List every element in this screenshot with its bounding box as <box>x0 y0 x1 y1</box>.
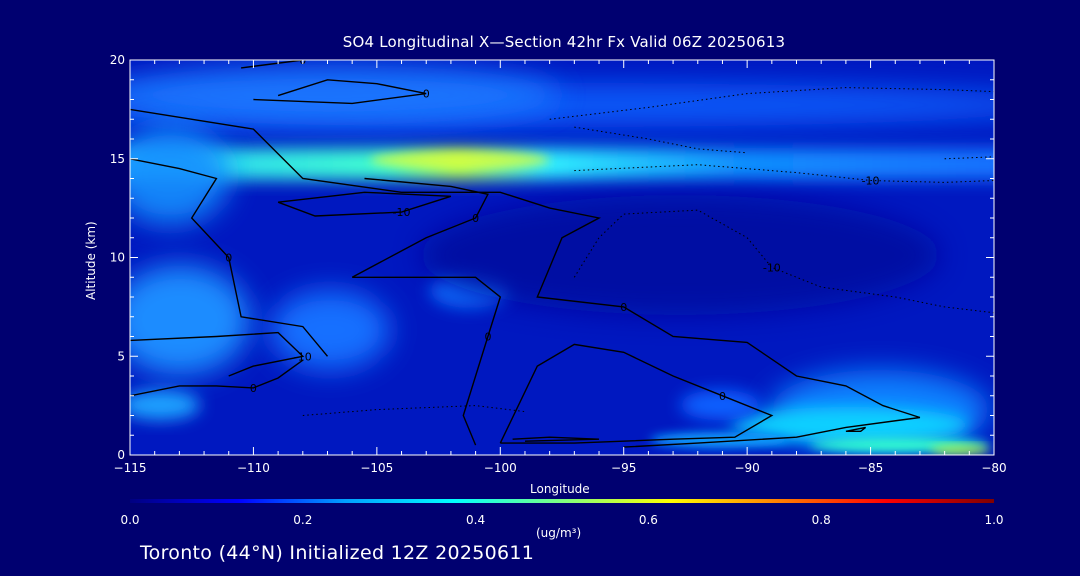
x-tick-label: −105 <box>360 461 393 475</box>
x-tick-label: −90 <box>734 461 759 475</box>
contour-6 <box>352 276 502 446</box>
y-tick-label: 10 <box>110 251 125 265</box>
contour-label: 0 <box>719 390 726 403</box>
contour-16 <box>573 209 994 314</box>
contour-label: 0 <box>423 88 430 101</box>
contour-label: 0 <box>472 212 479 225</box>
x-tick-label: −95 <box>611 461 636 475</box>
x-tick-label: −85 <box>858 461 883 475</box>
x-tick-label: −100 <box>484 461 517 475</box>
contour-label: 0 <box>225 252 232 265</box>
y-tick-label: 15 <box>110 152 125 166</box>
contour-0 <box>130 108 921 448</box>
contour-label: -10 <box>294 350 312 363</box>
contour-8 <box>512 436 600 442</box>
contour-label: -10 <box>862 174 880 187</box>
contour-12 <box>574 164 994 183</box>
contour-label: -10 <box>393 206 411 219</box>
contour-9 <box>130 331 305 377</box>
x-tick-label: −115 <box>114 461 147 475</box>
contour-4 <box>241 60 303 69</box>
colorbar-tick-label: 0.0 <box>120 513 139 527</box>
colorbar: 0.0 0.2 0.4 0.6 0.8 1.0 <box>120 499 1004 527</box>
colorbar-gradient <box>130 499 994 503</box>
y-tick-label: 5 <box>117 349 125 363</box>
chart-title: SO4 Longitudinal X—Section 42hr Fx Valid… <box>342 33 786 51</box>
contour-label: 0 <box>620 301 627 314</box>
contour-13 <box>549 87 994 120</box>
x-axis: −115 −110 −105 −100 −95 −90 −85 −80 <box>114 60 1007 475</box>
concentration-field <box>130 60 994 455</box>
contour-15 <box>944 156 994 160</box>
contour-1 <box>130 158 329 357</box>
y-tick-label: 0 <box>117 448 125 462</box>
contour-label: -10 <box>763 261 781 274</box>
x-tick-label: −80 <box>981 461 1006 475</box>
colorbar-tick-label: 0.2 <box>293 513 312 527</box>
contour-label: 0 <box>250 382 257 395</box>
contour-2 <box>351 177 489 278</box>
y-axis: 0 5 10 15 20 <box>110 53 994 462</box>
x-axis-label: Longitude <box>530 482 590 496</box>
contour-7 <box>499 343 774 444</box>
colorbar-tick-label: 0.4 <box>466 513 485 527</box>
contour-10 <box>130 359 304 397</box>
y-tick-label: 20 <box>110 53 125 67</box>
y-axis-label: Altitude (km) <box>84 221 98 300</box>
contour-14 <box>574 126 748 154</box>
contour-3 <box>253 79 427 105</box>
colorbar-units: (ug/m³) <box>536 526 582 540</box>
colorbar-tick-label: 0.6 <box>639 513 658 527</box>
contour-11 <box>845 426 867 432</box>
footer-caption: Toronto (44°N) Initialized 12Z 20250611 <box>140 542 535 564</box>
colorbar-tick-label: 0.8 <box>812 513 831 527</box>
contour-5 <box>277 191 452 217</box>
colorbar-tick-label: 1.0 <box>984 513 1003 527</box>
x-tick-label: −110 <box>237 461 270 475</box>
contour-17 <box>302 405 526 416</box>
contour-label: 0 <box>484 331 491 344</box>
